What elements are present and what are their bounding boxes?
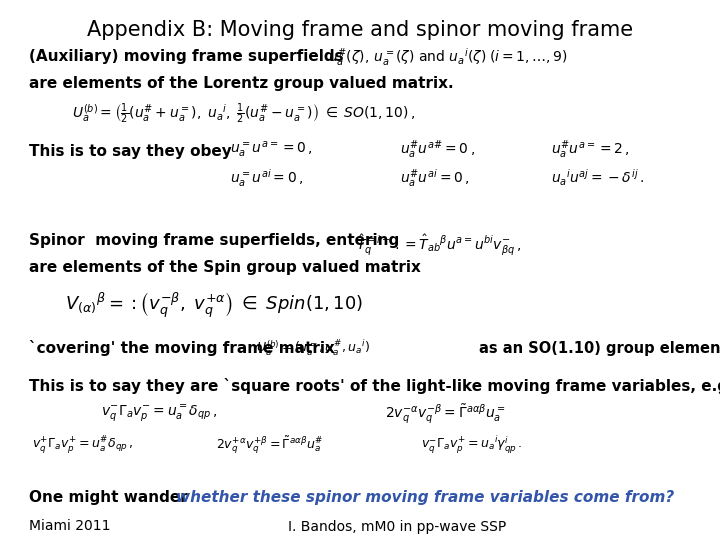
Text: $u_a^{=}u^{a=} = 0\,,$: $u_a^{=}u^{a=} = 0\,,$ (230, 140, 313, 160)
Text: as an SO(1.10) group element: as an SO(1.10) group element (479, 341, 720, 356)
Text: $u_a^{\#}(\zeta),\, u_a^{=}(\zeta)$ and $u_a{}^i(\zeta)\;(i=1,\ldots,9)$: $u_a^{\#}(\zeta),\, u_a^{=}(\zeta)$ and … (328, 46, 567, 68)
Text: $U_a^{(b)} = \left(\frac{1}{2}(u_a^{\#}+u_a^{=}),\; u_a{}^i,\; \frac{1}{2}(u_a^{: $U_a^{(b)} = \left(\frac{1}{2}(u_a^{\#}+… (72, 101, 415, 126)
Text: $V_{(\alpha)}{}^{\beta} =: \left(v_q^{-\beta},\; v_q^{+\alpha}\right) \;\in\; Sp: $V_{(\alpha)}{}^{\beta} =: \left(v_q^{-\… (65, 291, 363, 320)
Text: I. Bandos, mM0 in pp-wave SSP: I. Bandos, mM0 in pp-wave SSP (288, 519, 506, 534)
Text: $u_a^{\#}u^{a\#} = 0\,,$: $u_a^{\#}u^{a\#} = 0\,,$ (400, 139, 474, 161)
Text: This is to say they are `square roots' of the light-like moving frame variables,: This is to say they are `square roots' o… (29, 378, 720, 394)
Text: are elements of the Lorentz group valued matrix.: are elements of the Lorentz group valued… (29, 76, 454, 91)
Text: $v_q^{-}\Gamma_a v_p^{+} = u_a{}^i \gamma^i_{qp}\,.$: $v_q^{-}\Gamma_a v_p^{+} = u_a{}^i \gamm… (421, 435, 523, 456)
Text: `covering' the moving frame matrix: `covering' the moving frame matrix (29, 340, 335, 356)
Text: Miami 2011: Miami 2011 (29, 519, 110, 534)
Text: $2v_q^{+\alpha}v_q^{+\beta} = \tilde{\Gamma}^{a\alpha\beta}u_a^{\#}$: $2v_q^{+\alpha}v_q^{+\beta} = \tilde{\Ga… (216, 435, 323, 456)
Text: $u_a^{\#}u^{ai} = 0\,,$: $u_a^{\#}u^{ai} = 0\,,$ (400, 167, 469, 189)
Text: $u_a^{\#}u^{a=} = 2\,,$: $u_a^{\#}u^{a=} = 2\,,$ (551, 139, 629, 161)
Text: (Auxiliary) moving frame superfields: (Auxiliary) moving frame superfields (29, 49, 343, 64)
Text: $u_a^{=}u^{ai} = 0\,,$: $u_a^{=}u^{ai} = 0\,,$ (230, 167, 304, 189)
Text: whether these spinor moving frame variables come from?: whether these spinor moving frame variab… (176, 490, 675, 505)
Text: $u_a{}^i u^{aj} = -\delta^{ij}\,.$: $u_a{}^i u^{aj} = -\delta^{ij}\,.$ (551, 168, 644, 188)
Text: $v_q^{-}\Gamma_a v_p^{-} = u_a^{=}\delta_{qp}\,,$: $v_q^{-}\Gamma_a v_p^{-} = u_a^{=}\delta… (101, 404, 217, 424)
Text: One might wander: One might wander (29, 490, 187, 505)
Text: $v_q^{+}\Gamma_a v_p^{+} = u_a^{\#}\delta_{qp}\,,$: $v_q^{+}\Gamma_a v_p^{+} = u_a^{\#}\delt… (32, 435, 134, 456)
Text: This is to say they obey: This is to say they obey (29, 144, 232, 159)
Text: Appendix B: Moving frame and spinor moving frame: Appendix B: Moving frame and spinor movi… (87, 20, 633, 40)
Text: are elements of the Spin group valued matrix: are elements of the Spin group valued ma… (29, 260, 420, 275)
Text: $2v_q^{-\alpha}v_q^{-\beta} = \tilde{\Gamma}^{a\alpha\beta}u_a^{=}$: $2v_q^{-\alpha}v_q^{-\beta} = \tilde{\Ga… (385, 402, 505, 426)
Text: $\hat{T}^{=i-}_q := \hat{T}_{ab}{}^{\beta} u^{a=} u^{bi} v_{\beta q}^{-}\,,$: $\hat{T}^{=i-}_q := \hat{T}_{ab}{}^{\bet… (356, 233, 521, 258)
Text: $U_a^{(b)}=(u_a^{=},u_a^{\#},u_a{}^i)$: $U_a^{(b)}=(u_a^{=},u_a^{\#},u_a{}^i)$ (256, 339, 369, 358)
Text: Spinor  moving frame superfields, entering: Spinor moving frame superfields, enterin… (29, 233, 399, 248)
